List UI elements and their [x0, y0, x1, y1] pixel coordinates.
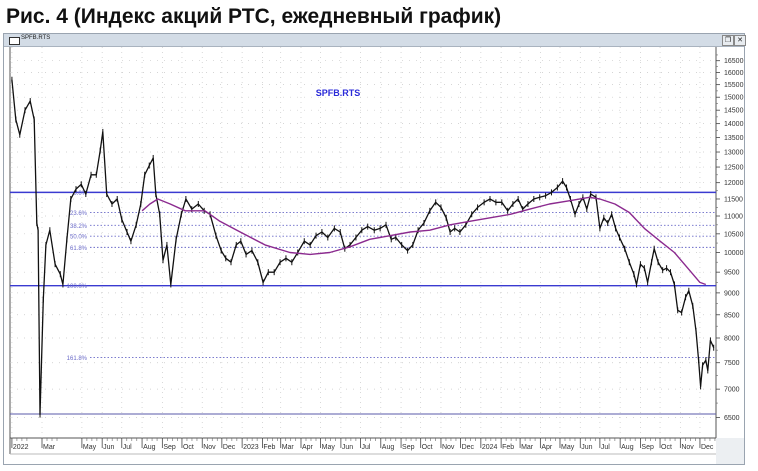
fib-level-label: 23.6%	[70, 211, 88, 217]
y-tick-label: 12000	[724, 180, 744, 187]
x-tick-label: 2022	[13, 444, 29, 451]
fib-level-label: 50.0%	[70, 235, 88, 241]
x-tick-label: Jul	[362, 444, 371, 451]
x-tick-label: May	[83, 444, 97, 451]
y-tick-label: 15500	[724, 82, 744, 89]
x-tick-label: Dec	[223, 444, 236, 451]
y-tick-label: 10500	[724, 231, 744, 238]
x-tick-label: Oct	[661, 444, 672, 451]
x-tick-label: Apr	[302, 444, 314, 451]
figure-title: Рис. 4 (Индекс акций РТС, ежедневный гра…	[6, 5, 502, 28]
y-tick-label: 9500	[724, 270, 740, 277]
y-tick-label: 15000	[724, 95, 744, 102]
symbol-label: SPFB.RTS	[316, 88, 361, 98]
fib-level-label: 0.0%	[73, 191, 87, 197]
x-tick-label: Oct	[422, 444, 433, 451]
x-tick-label: Sep	[163, 444, 176, 451]
window-title: SPFB.RTS	[21, 35, 51, 41]
x-tick-label: Jun	[103, 444, 114, 451]
close-icon[interactable]: ✕	[734, 35, 746, 46]
x-tick-label: Aug	[382, 444, 395, 451]
x-tick-label: Sep	[641, 444, 654, 451]
y-tick-label: 14500	[724, 108, 744, 115]
y-tick-label: 6500	[724, 415, 740, 422]
x-tick-label: Nov	[442, 444, 455, 451]
x-tick-label: Sep	[402, 444, 415, 451]
y-tick-label: 13500	[724, 135, 744, 142]
corner-area	[716, 438, 744, 464]
y-axis-area	[716, 47, 744, 438]
x-tick-label: Aug	[621, 444, 634, 451]
y-tick-label: 9000	[724, 290, 740, 297]
x-tick-label: Jun	[342, 444, 353, 451]
x-tick-label: Dec	[462, 444, 475, 451]
window-titlebar: SPFB.RTS ❐ ✕	[4, 34, 746, 47]
x-tick-label: Jul	[123, 444, 132, 451]
x-tick-label: 2024	[482, 444, 498, 451]
x-tick-label: Feb	[502, 444, 514, 451]
chart-window: SPFB.RTS ❐ ✕	[3, 33, 746, 465]
y-tick-label: 13000	[724, 150, 744, 157]
x-tick-label: Jul	[601, 444, 610, 451]
x-tick-label: Oct	[183, 444, 194, 451]
y-tick-label: 7500	[724, 360, 740, 367]
fib-level-label: 38.2%	[70, 224, 88, 230]
window-icon	[9, 37, 20, 45]
x-tick-label: Feb	[263, 444, 275, 451]
x-tick-label: Mar	[521, 444, 534, 451]
x-tick-label: Aug	[143, 444, 156, 451]
x-tick-label: May	[561, 444, 575, 451]
y-tick-label: 7000	[724, 387, 740, 394]
x-tick-label: Apr	[541, 444, 553, 451]
x-tick-label: Nov	[681, 444, 694, 451]
x-tick-label: 2023	[243, 444, 259, 451]
y-tick-label: 11000	[724, 214, 743, 221]
y-tick-label: 14000	[724, 121, 744, 128]
y-tick-label: 8000	[724, 335, 740, 342]
y-tick-label: 8500	[724, 312, 740, 319]
fib-level-label: 161.8%	[67, 356, 88, 362]
x-tick-label: May	[322, 444, 336, 451]
restore-icon[interactable]: ❐	[722, 35, 734, 46]
fib-level-label: 100.0%	[67, 284, 88, 290]
y-tick-label: 16500	[724, 58, 744, 65]
moving-average-line	[141, 196, 707, 286]
y-tick-label: 11500	[724, 196, 743, 203]
x-tick-label: Dec	[701, 444, 714, 451]
y-tick-label: 16000	[724, 70, 744, 77]
x-tick-label: Jun	[581, 444, 592, 451]
x-tick-label: Mar	[43, 444, 56, 451]
x-tick-label: Mar	[282, 444, 295, 451]
x-tick-label: Nov	[203, 444, 216, 451]
y-tick-label: 10000	[724, 250, 744, 257]
y-tick-label: 12500	[724, 165, 744, 172]
fib-level-label: 61.8%	[70, 246, 88, 252]
